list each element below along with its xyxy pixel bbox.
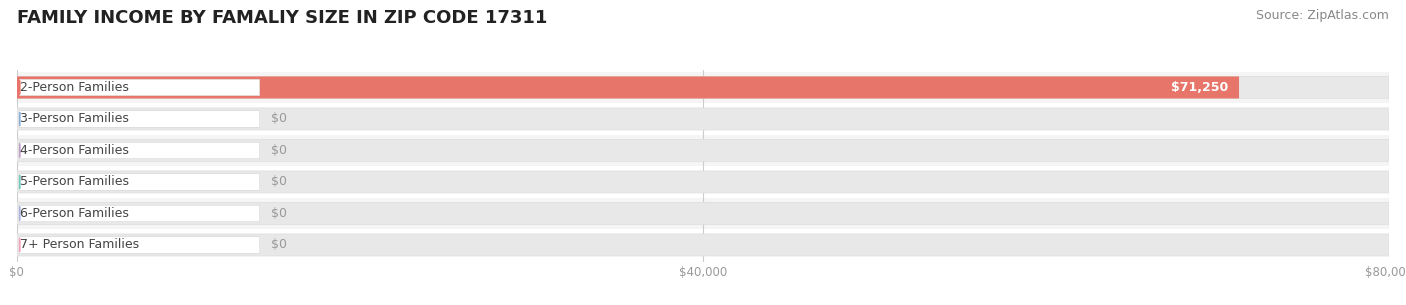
FancyBboxPatch shape [20,174,260,190]
Bar [17,135,1389,166]
FancyBboxPatch shape [17,77,1239,99]
Bar [17,166,1389,198]
FancyBboxPatch shape [17,234,1389,256]
Text: $71,250: $71,250 [1171,81,1227,94]
FancyBboxPatch shape [20,111,260,127]
FancyBboxPatch shape [17,108,1389,130]
Text: $0: $0 [271,113,287,125]
FancyBboxPatch shape [17,77,1389,99]
FancyBboxPatch shape [20,205,260,222]
Text: 4-Person Families: 4-Person Families [20,144,128,157]
Text: $0: $0 [271,239,287,252]
Text: $0: $0 [271,144,287,157]
Text: FAMILY INCOME BY FAMALIY SIZE IN ZIP CODE 17311: FAMILY INCOME BY FAMALIY SIZE IN ZIP COD… [17,9,547,27]
Text: 3-Person Families: 3-Person Families [20,113,128,125]
Bar [17,229,1389,261]
Text: $0: $0 [271,175,287,188]
FancyBboxPatch shape [20,79,260,96]
Text: $0: $0 [271,207,287,220]
FancyBboxPatch shape [17,171,1389,193]
FancyBboxPatch shape [20,237,260,253]
Text: 7+ Person Families: 7+ Person Families [20,239,139,252]
Text: 2-Person Families: 2-Person Families [20,81,128,94]
Text: 5-Person Families: 5-Person Families [20,175,128,188]
FancyBboxPatch shape [20,142,260,159]
Text: 6-Person Families: 6-Person Families [20,207,128,220]
FancyBboxPatch shape [17,139,1389,162]
Bar [17,72,1389,103]
Text: Source: ZipAtlas.com: Source: ZipAtlas.com [1256,9,1389,22]
Bar [17,103,1389,135]
Bar [17,198,1389,229]
FancyBboxPatch shape [17,203,1389,224]
